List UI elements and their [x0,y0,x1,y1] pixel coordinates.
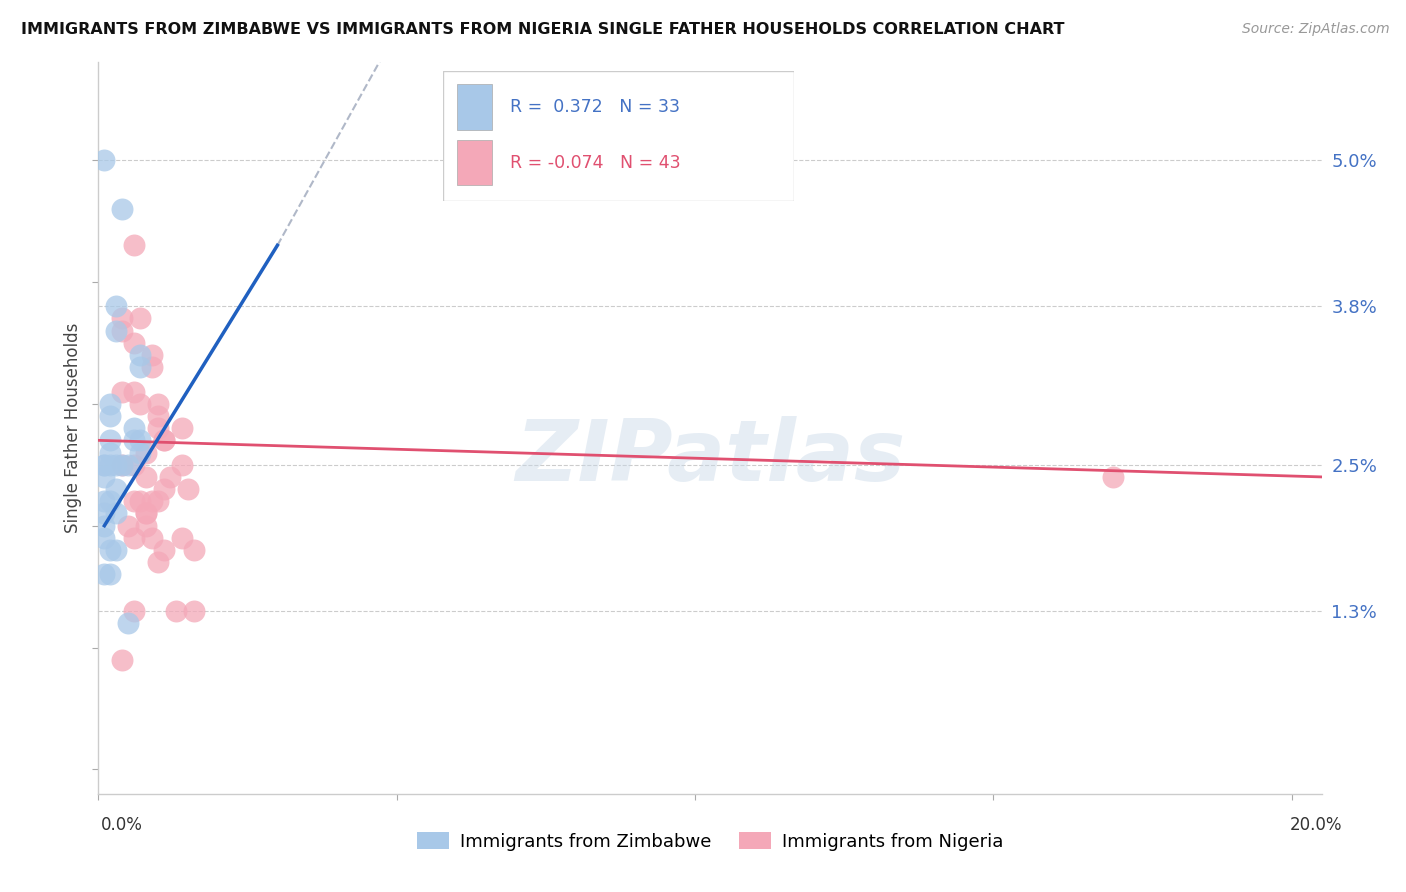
Point [146,555,169,569]
Point [105,324,128,338]
Point [93,507,115,521]
Point [141,348,163,362]
Point [170,421,193,435]
Y-axis label: Single Father Households: Single Father Households [63,323,82,533]
Point [93,153,115,167]
Text: R = -0.074   N = 43: R = -0.074 N = 43 [509,153,681,171]
Point [93,531,115,545]
Point [111,458,134,472]
Point [105,482,128,496]
Point [93,567,115,582]
Point [129,494,152,508]
Point [135,445,157,459]
Point [93,470,115,484]
Point [93,458,115,472]
Point [153,434,176,448]
Point [129,311,152,326]
Point [122,434,145,448]
Point [93,518,115,533]
Point [129,348,152,362]
Point [135,518,157,533]
Point [122,384,145,399]
Point [98,409,121,423]
Text: IMMIGRANTS FROM ZIMBABWE VS IMMIGRANTS FROM NIGERIA SINGLE FATHER HOUSEHOLDS COR: IMMIGRANTS FROM ZIMBABWE VS IMMIGRANTS F… [21,22,1064,37]
Point [146,397,169,411]
Point [153,434,176,448]
Point [1101,470,1123,484]
Point [165,604,187,618]
Point [122,335,145,350]
Point [111,458,134,472]
Point [122,238,145,252]
Point [98,458,121,472]
Point [146,421,169,435]
Legend: Immigrants from Zimbabwe, Immigrants from Nigeria: Immigrants from Zimbabwe, Immigrants fro… [409,825,1011,858]
Point [141,494,163,508]
Point [146,409,169,423]
Point [98,397,121,411]
Point [111,324,134,338]
Point [111,311,134,326]
Point [117,518,139,533]
Point [129,434,152,448]
Point [153,543,176,558]
Point [129,360,152,375]
Point [146,494,169,508]
Point [122,531,145,545]
Point [170,458,193,472]
Point [98,434,121,448]
Point [177,482,200,496]
Point [98,543,121,558]
Point [105,299,128,313]
Point [111,202,134,216]
Point [153,482,176,496]
Point [122,421,145,435]
Text: 0.0%: 0.0% [101,816,143,834]
Point [135,470,157,484]
Text: ZIPatlas: ZIPatlas [515,416,905,499]
Point [159,470,181,484]
Text: R =  0.372   N = 33: R = 0.372 N = 33 [509,98,679,116]
Point [183,604,205,618]
Point [105,543,128,558]
Point [98,567,121,582]
Point [93,494,115,508]
Point [111,653,134,667]
Point [122,458,145,472]
Point [111,384,134,399]
Point [105,507,128,521]
Point [129,445,152,459]
FancyBboxPatch shape [443,71,794,201]
FancyBboxPatch shape [457,140,492,186]
Text: 20.0%: 20.0% [1291,816,1343,834]
Point [183,543,205,558]
Point [135,507,157,521]
Point [135,507,157,521]
Point [129,397,152,411]
Point [117,616,139,631]
Point [170,531,193,545]
Point [105,458,128,472]
Point [141,531,163,545]
Text: Source: ZipAtlas.com: Source: ZipAtlas.com [1241,22,1389,37]
Point [141,360,163,375]
FancyBboxPatch shape [457,85,492,129]
Point [98,494,121,508]
Point [122,604,145,618]
Point [122,494,145,508]
Point [117,458,139,472]
Point [98,445,121,459]
Point [93,458,115,472]
